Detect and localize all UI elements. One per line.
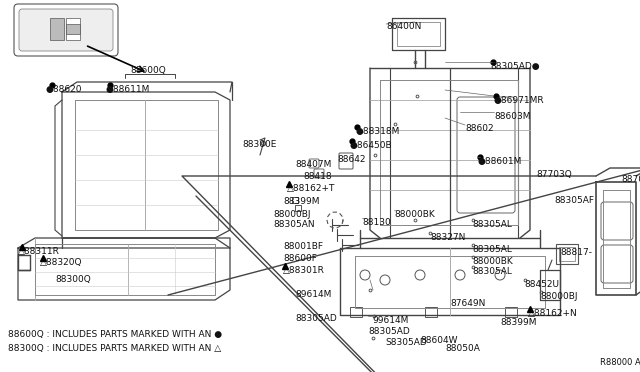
Text: ●88620: ●88620 bbox=[45, 85, 81, 94]
Text: ●88318M: ●88318M bbox=[355, 127, 399, 136]
Text: 88602: 88602 bbox=[465, 124, 493, 133]
Text: 88300Q: 88300Q bbox=[55, 275, 91, 284]
Bar bbox=[505, 307, 517, 317]
Text: 88001BF: 88001BF bbox=[283, 242, 323, 251]
Text: 88305AL: 88305AL bbox=[472, 220, 512, 229]
Bar bbox=[425, 307, 437, 317]
Text: 88600F: 88600F bbox=[283, 254, 317, 263]
Text: 99614M: 99614M bbox=[372, 316, 408, 325]
Bar bbox=[66, 24, 80, 34]
Text: 88305AD: 88305AD bbox=[368, 327, 410, 336]
Text: 88452U: 88452U bbox=[524, 280, 559, 289]
Text: 88305AF: 88305AF bbox=[554, 196, 594, 205]
Text: △88301R: △88301R bbox=[283, 266, 325, 275]
Text: R88000 A: R88000 A bbox=[600, 358, 640, 367]
Bar bbox=[350, 307, 362, 317]
FancyBboxPatch shape bbox=[14, 4, 118, 56]
Text: 88642: 88642 bbox=[337, 155, 365, 164]
Text: 88305AL: 88305AL bbox=[472, 245, 512, 254]
Text: 88305AN: 88305AN bbox=[273, 220, 315, 229]
Text: 86400N: 86400N bbox=[386, 22, 421, 31]
Bar bbox=[559, 247, 575, 261]
Bar bbox=[556, 244, 578, 264]
Text: 88300E: 88300E bbox=[242, 140, 276, 149]
Text: 88000BJ: 88000BJ bbox=[273, 210, 310, 219]
Text: 88327N: 88327N bbox=[430, 233, 465, 242]
Text: ●88601M: ●88601M bbox=[478, 157, 522, 166]
Text: 88603M: 88603M bbox=[494, 112, 531, 121]
Text: 88600Q: 88600Q bbox=[130, 66, 166, 75]
Bar bbox=[50, 18, 64, 40]
Text: 88305AL: 88305AL bbox=[472, 267, 512, 276]
Text: 88000BK: 88000BK bbox=[394, 210, 435, 219]
Text: 88399M: 88399M bbox=[500, 318, 536, 327]
Text: 87649N: 87649N bbox=[450, 299, 485, 308]
Text: 88300Q : INCLUDES PARTS MARKED WITH AN △: 88300Q : INCLUDES PARTS MARKED WITH AN △ bbox=[8, 344, 221, 353]
Text: 88600Q : INCLUDES PARTS MARKED WITH AN ●: 88600Q : INCLUDES PARTS MARKED WITH AN ● bbox=[8, 330, 222, 339]
Text: 88305AD●: 88305AD● bbox=[490, 62, 540, 71]
Text: 87703Q: 87703Q bbox=[536, 170, 572, 179]
Text: 88000BJ: 88000BJ bbox=[540, 292, 577, 301]
Text: S8305AD: S8305AD bbox=[385, 338, 427, 347]
Text: △88162+T: △88162+T bbox=[287, 184, 335, 193]
Text: 88305AD: 88305AD bbox=[295, 314, 337, 323]
Text: 88407M: 88407M bbox=[295, 160, 332, 169]
Text: 88604W: 88604W bbox=[420, 336, 458, 345]
Text: 88817-: 88817- bbox=[560, 248, 592, 257]
Text: △88162+N: △88162+N bbox=[528, 309, 578, 318]
Text: 88130: 88130 bbox=[362, 218, 391, 227]
Text: 88050A: 88050A bbox=[445, 344, 480, 353]
Text: 89614M: 89614M bbox=[295, 290, 332, 299]
Text: △88320Q: △88320Q bbox=[40, 258, 83, 267]
FancyBboxPatch shape bbox=[19, 9, 113, 51]
Text: ●88611M: ●88611M bbox=[105, 85, 149, 94]
Text: ●86450B: ●86450B bbox=[350, 141, 392, 150]
Text: ●86971MR: ●86971MR bbox=[494, 96, 545, 105]
Text: 88700: 88700 bbox=[621, 175, 640, 184]
Text: 88000BK: 88000BK bbox=[472, 257, 513, 266]
Text: 88399M: 88399M bbox=[283, 197, 319, 206]
Text: △88311R: △88311R bbox=[18, 247, 60, 256]
Text: 88418: 88418 bbox=[303, 172, 332, 181]
Bar bbox=[66, 18, 80, 40]
